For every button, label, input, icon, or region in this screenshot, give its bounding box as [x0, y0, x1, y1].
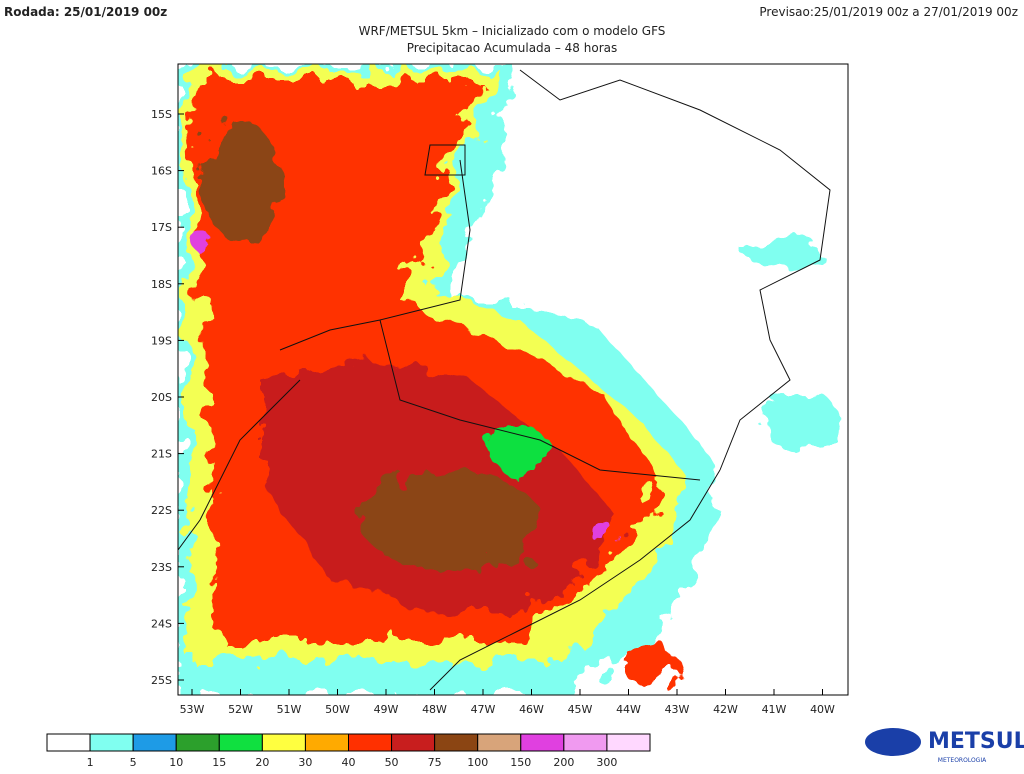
lon-label: 52W [228, 703, 253, 716]
legend-label: 50 [385, 756, 399, 769]
legend-label: 100 [467, 756, 488, 769]
lon-label: 41W [762, 703, 787, 716]
legend-label: 20 [255, 756, 269, 769]
legend-label: 5 [130, 756, 137, 769]
precip-field [178, 64, 840, 695]
legend-swatch [391, 733, 436, 752]
lon-label: 45W [568, 703, 593, 716]
legend-label: 300 [596, 756, 617, 769]
legend-label: 150 [510, 756, 531, 769]
legend-label: 1 [87, 756, 94, 769]
lon-label: 48W [422, 703, 447, 716]
legend-swatch [563, 733, 608, 752]
legend: 1 5 10 15 20 30 40 50 75 100 150 200 300 [46, 733, 651, 769]
lat-label: 24S [151, 617, 172, 630]
lon-label: 50W [325, 703, 350, 716]
logo-tagline: METEOROLOGIA [938, 757, 987, 764]
title: WRF/METSUL 5km – Inicializado com o mode… [359, 24, 666, 38]
lat-label: 16S [151, 165, 172, 178]
run-label: Rodada: 25/01/2019 00z [4, 5, 167, 19]
lat-label: 15S [151, 108, 172, 121]
lat-label: 21S [151, 448, 172, 461]
lat-label: 25S [151, 674, 172, 687]
legend-label: 40 [342, 756, 356, 769]
legend-swatch [477, 733, 522, 752]
legend-swatch [175, 733, 220, 752]
forecast-label: Previsao:25/01/2019 00z a 27/01/2019 00z [759, 5, 1018, 19]
borders [178, 69, 831, 691]
logo-name: METSUL [928, 729, 1024, 754]
lat-label: 20S [151, 391, 172, 404]
subtitle: Precipitacao Acumulada – 48 horas [407, 41, 617, 55]
lat-label: 22S [151, 504, 172, 517]
lon-label: 43W [665, 703, 690, 716]
lat-label: 23S [151, 561, 172, 574]
lat-label: 18S [151, 278, 172, 291]
legend-swatch [304, 733, 349, 752]
lon-label: 53W [180, 703, 205, 716]
legend-label: 15 [212, 756, 226, 769]
legend-swatch [46, 733, 91, 752]
legend-label: 75 [428, 756, 442, 769]
lon-label: 47W [471, 703, 496, 716]
legend-swatch [261, 733, 306, 752]
legend-swatch [434, 733, 479, 752]
lon-label: 46W [519, 703, 544, 716]
lon-label: 42W [713, 703, 738, 716]
lon-label: 40W [810, 703, 835, 716]
lat-label: 19S [151, 334, 172, 347]
legend-swatch [606, 733, 651, 752]
legend-label: 200 [553, 756, 574, 769]
legend-swatch [89, 733, 134, 752]
lon-label: 49W [374, 703, 399, 716]
lat-label: 17S [151, 221, 172, 234]
map-frame [177, 63, 849, 696]
legend-label: 10 [169, 756, 183, 769]
lon-label: 51W [277, 703, 302, 716]
logo-globe [865, 728, 921, 756]
legend-swatch [520, 733, 565, 752]
legend-swatch [218, 733, 263, 752]
legend-swatch [348, 733, 393, 752]
legend-swatch [132, 733, 177, 752]
lon-label: 44W [616, 703, 641, 716]
legend-label: 30 [298, 756, 312, 769]
